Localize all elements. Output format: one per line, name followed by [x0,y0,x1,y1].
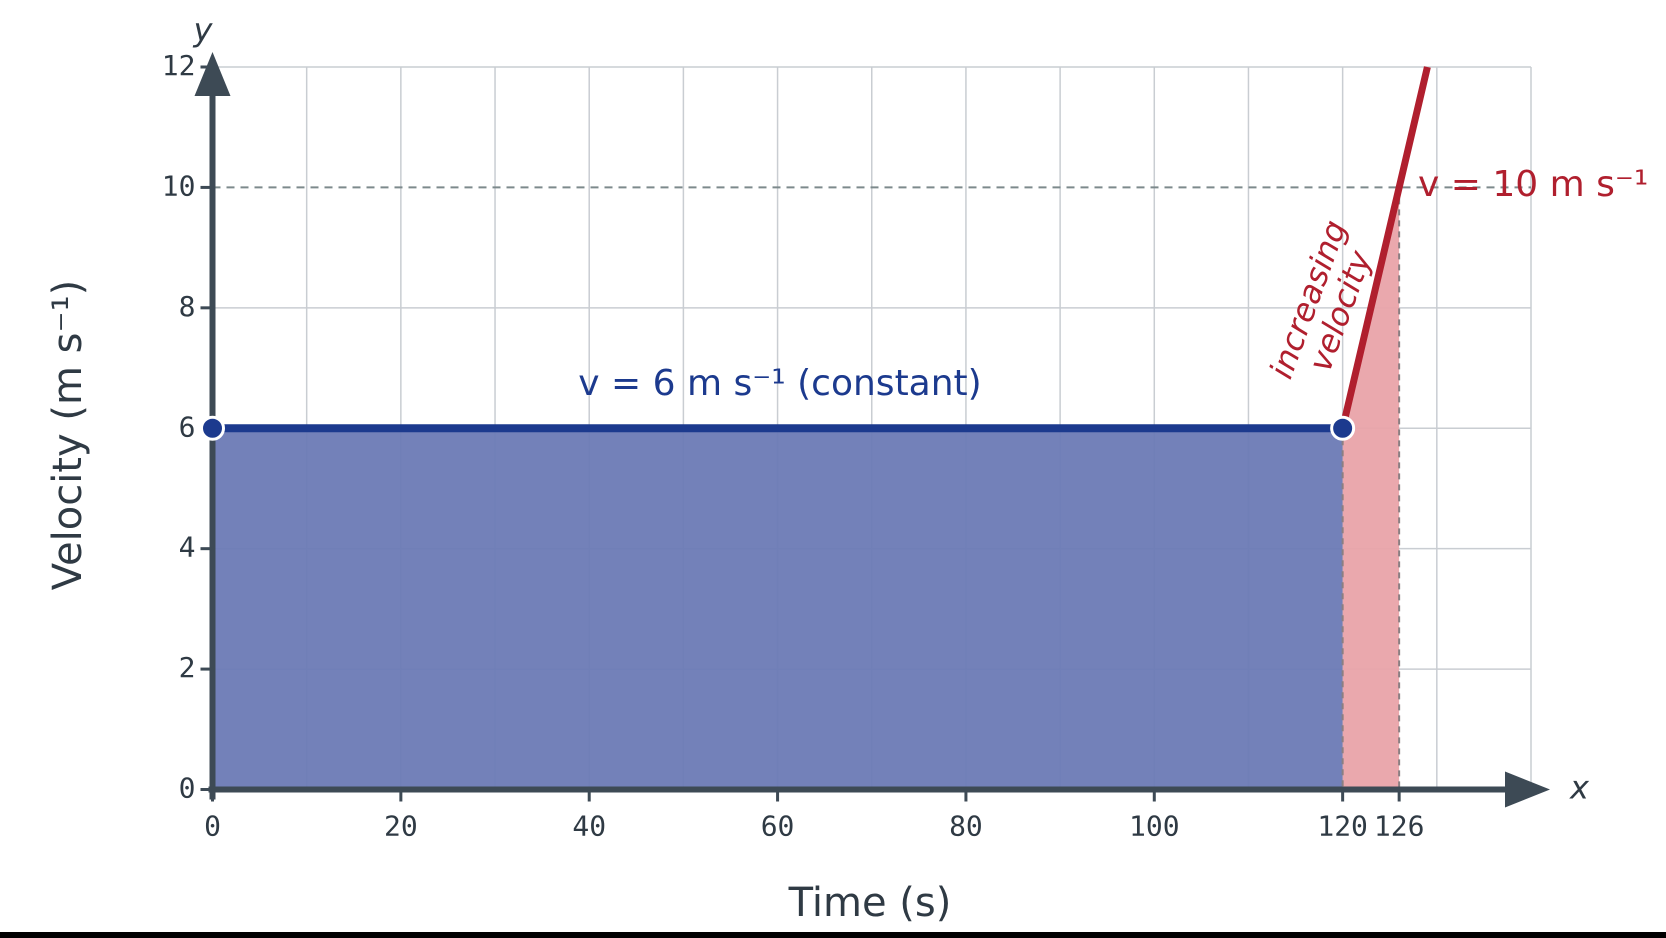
x-tick-label: 80 [949,810,983,843]
x-tick-label: 126 [1374,810,1425,843]
x-tick-label: 40 [572,810,606,843]
x-tick-label: 100 [1129,810,1180,843]
y-tick-label: 4 [179,531,196,564]
x-tick-label: 0 [204,810,221,843]
y-axis-arrow [194,52,231,96]
y-axis-label: Velocity (m s⁻¹) [45,280,91,591]
y-tick-label: 8 [179,290,196,323]
x-axis-label: Time (s) [788,880,952,926]
x-axis-arrow [1505,771,1550,808]
series-label: v = 6 m s⁻¹ (constant) [578,363,981,404]
y-tick-label: 2 [179,651,196,684]
x-tick-label: 20 [384,810,418,843]
axis-letter: y [193,11,214,49]
y-tick-label: 10 [162,169,196,202]
x-tick-label: 60 [761,810,795,843]
y-tick-label: 0 [179,772,196,805]
bottom-bar [0,932,1666,938]
series-line [1339,66,1431,430]
y-tick-label: 12 [162,49,196,82]
y-tick-label: 6 [179,410,196,443]
point [200,415,225,441]
series-label: v = 10 m s⁻¹ [1418,164,1648,205]
area [1342,187,1400,790]
area [212,428,1343,790]
x-tick-label: 120 [1317,810,1368,843]
axis-letter: x [1569,769,1590,807]
point [1330,415,1356,441]
